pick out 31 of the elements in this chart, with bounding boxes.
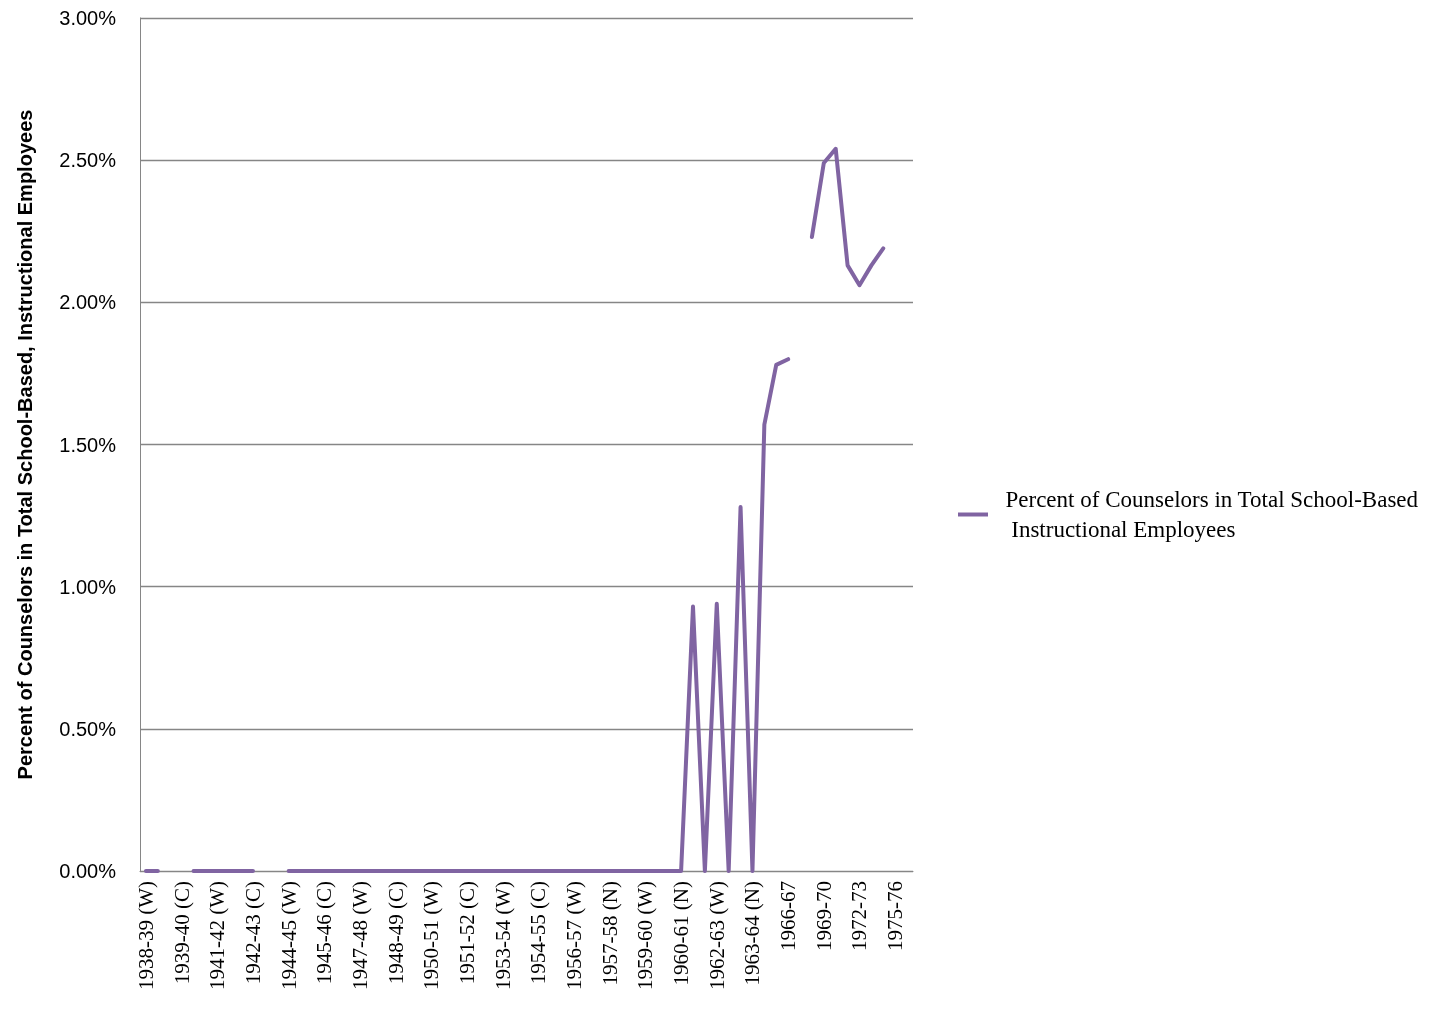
y-tick-label: 1.00%	[59, 575, 117, 598]
y-axis-title: Percent of Counselors in Total School-Based, Instructional Employees	[14, 109, 36, 780]
x-tick-label: 1941-42 (W)	[205, 881, 230, 991]
y-tick-label: 0.50%	[59, 717, 117, 740]
x-tick-label: 1953-54 (W)	[490, 881, 515, 991]
x-tick-label: 1951-52 (C)	[455, 881, 480, 985]
x-tick-label: 1959-60 (W)	[633, 881, 658, 991]
x-tick-label: 1942-43 (C)	[240, 881, 265, 985]
x-tick-label: 1950-51 (W)	[419, 881, 444, 991]
x-tick-label: 1960-61 (N)	[669, 881, 694, 986]
x-tick-label: 1947-48 (W)	[348, 881, 373, 991]
y-tick-label: 2.00%	[59, 291, 117, 314]
x-tick-label: 1945-46 (C)	[312, 881, 337, 985]
x-tick-label: 1954-55 (C)	[526, 881, 551, 985]
y-tick-label: 2.50%	[59, 149, 117, 172]
x-tick-label: 1944-45 (W)	[276, 881, 301, 991]
y-tick-label: 0.00%	[59, 860, 117, 882]
x-tick-label: 1963-64 (N)	[740, 881, 765, 986]
x-tick-label: 1957-58 (N)	[597, 881, 622, 986]
legend-label: Percent of Counselors in Total School-Based Instructional Employees	[1005, 487, 1419, 542]
x-tick-label: 1966-67	[776, 881, 801, 951]
y-tick-label: 1.50%	[59, 433, 117, 456]
x-tick-label: 1939-40 (C)	[169, 881, 194, 985]
x-tick-label: 1975-76	[883, 881, 908, 951]
x-tick-label: 1962-63 (W)	[704, 881, 729, 991]
x-tick-label: 1956-57 (W)	[562, 881, 587, 991]
x-tick-label: 1948-49 (C)	[383, 881, 408, 985]
y-tick-label: 3.00%	[59, 7, 117, 29]
x-tick-label: 1969-70	[811, 881, 836, 951]
x-tick-label: 1972-73	[847, 881, 872, 951]
x-tick-label: 1938-39 (W)	[133, 881, 158, 991]
